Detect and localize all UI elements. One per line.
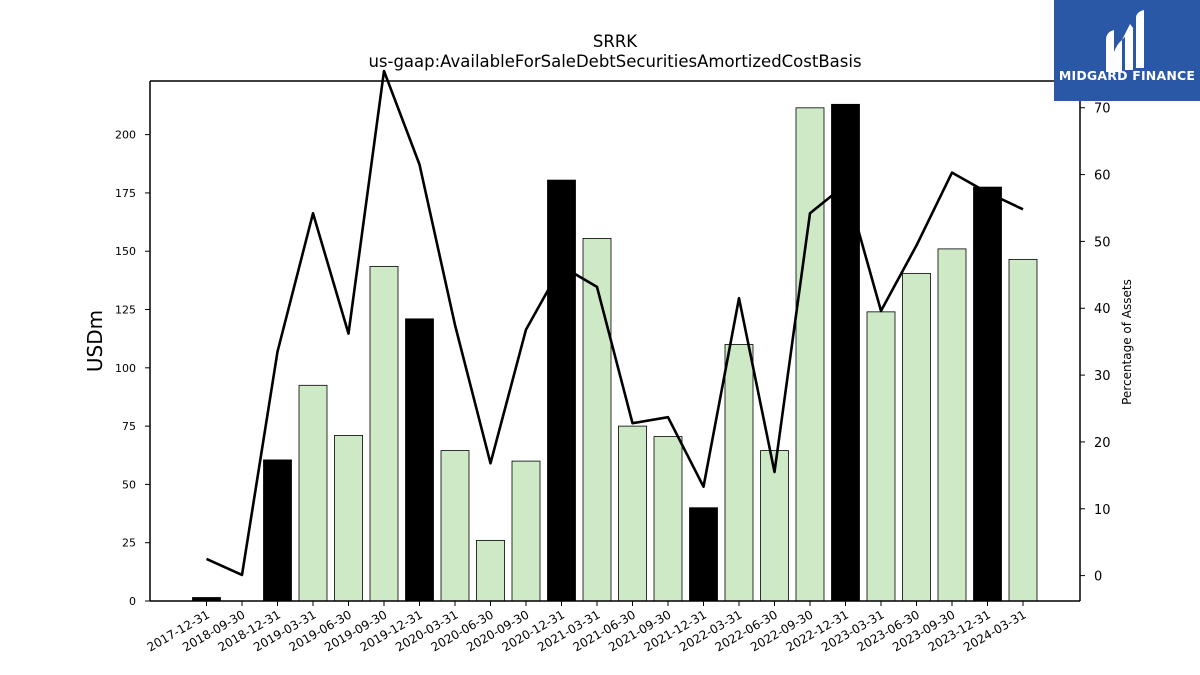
y-axis-label: USDm [83,310,107,372]
y2-axis-label: Percentage of Assets [1120,279,1134,405]
y-tick-label: 75 [122,420,136,433]
logo-text: MIDGARD FINANCE [1058,68,1196,83]
bar [831,103,860,602]
bar [689,507,718,602]
bar [263,459,292,602]
bar [902,272,931,602]
brand-logo: MIDGARD FINANCE [1054,0,1200,101]
bar [653,436,683,602]
bar [440,450,470,602]
bar [405,318,434,602]
y-tick-label: 100 [115,362,136,375]
bar [547,179,576,602]
bar [724,344,754,602]
y2-tick-label: 20 [1094,436,1111,451]
bar [973,186,1002,602]
y-tick-label: 50 [122,478,136,491]
y2-tick-label: 30 [1094,369,1111,384]
logo-mark-icon [1106,10,1144,72]
bar [369,265,399,602]
y-tick-label: 150 [115,245,136,258]
y2-tick-label: 70 [1094,102,1111,117]
percentage-line [205,69,1024,577]
bar [795,107,825,602]
bar [334,435,363,602]
y2-tick-label: 40 [1094,302,1111,317]
y-tick-label: 125 [115,304,136,317]
y2-tick-label: 60 [1094,169,1111,184]
bar [511,460,541,602]
bar [582,237,612,602]
bar [298,384,328,602]
chart-title: SRRK [592,32,638,51]
y-tick-label: 0 [129,595,136,608]
y2-tick-label: 10 [1094,503,1111,518]
y-tick-label: 175 [115,187,136,200]
bar [1008,258,1038,602]
chart-subtitle: us-gaap:AvailableForSaleDebtSecuritiesAm… [368,52,862,71]
bar [760,450,789,602]
y-tick-label: 25 [122,537,136,550]
y2-tick-label: 0 [1094,570,1102,585]
y-tick-label: 200 [115,129,136,142]
bar [618,425,647,602]
bar [937,248,967,602]
y2-tick-label: 50 [1094,235,1111,250]
bar [476,539,505,602]
bar [866,311,896,602]
